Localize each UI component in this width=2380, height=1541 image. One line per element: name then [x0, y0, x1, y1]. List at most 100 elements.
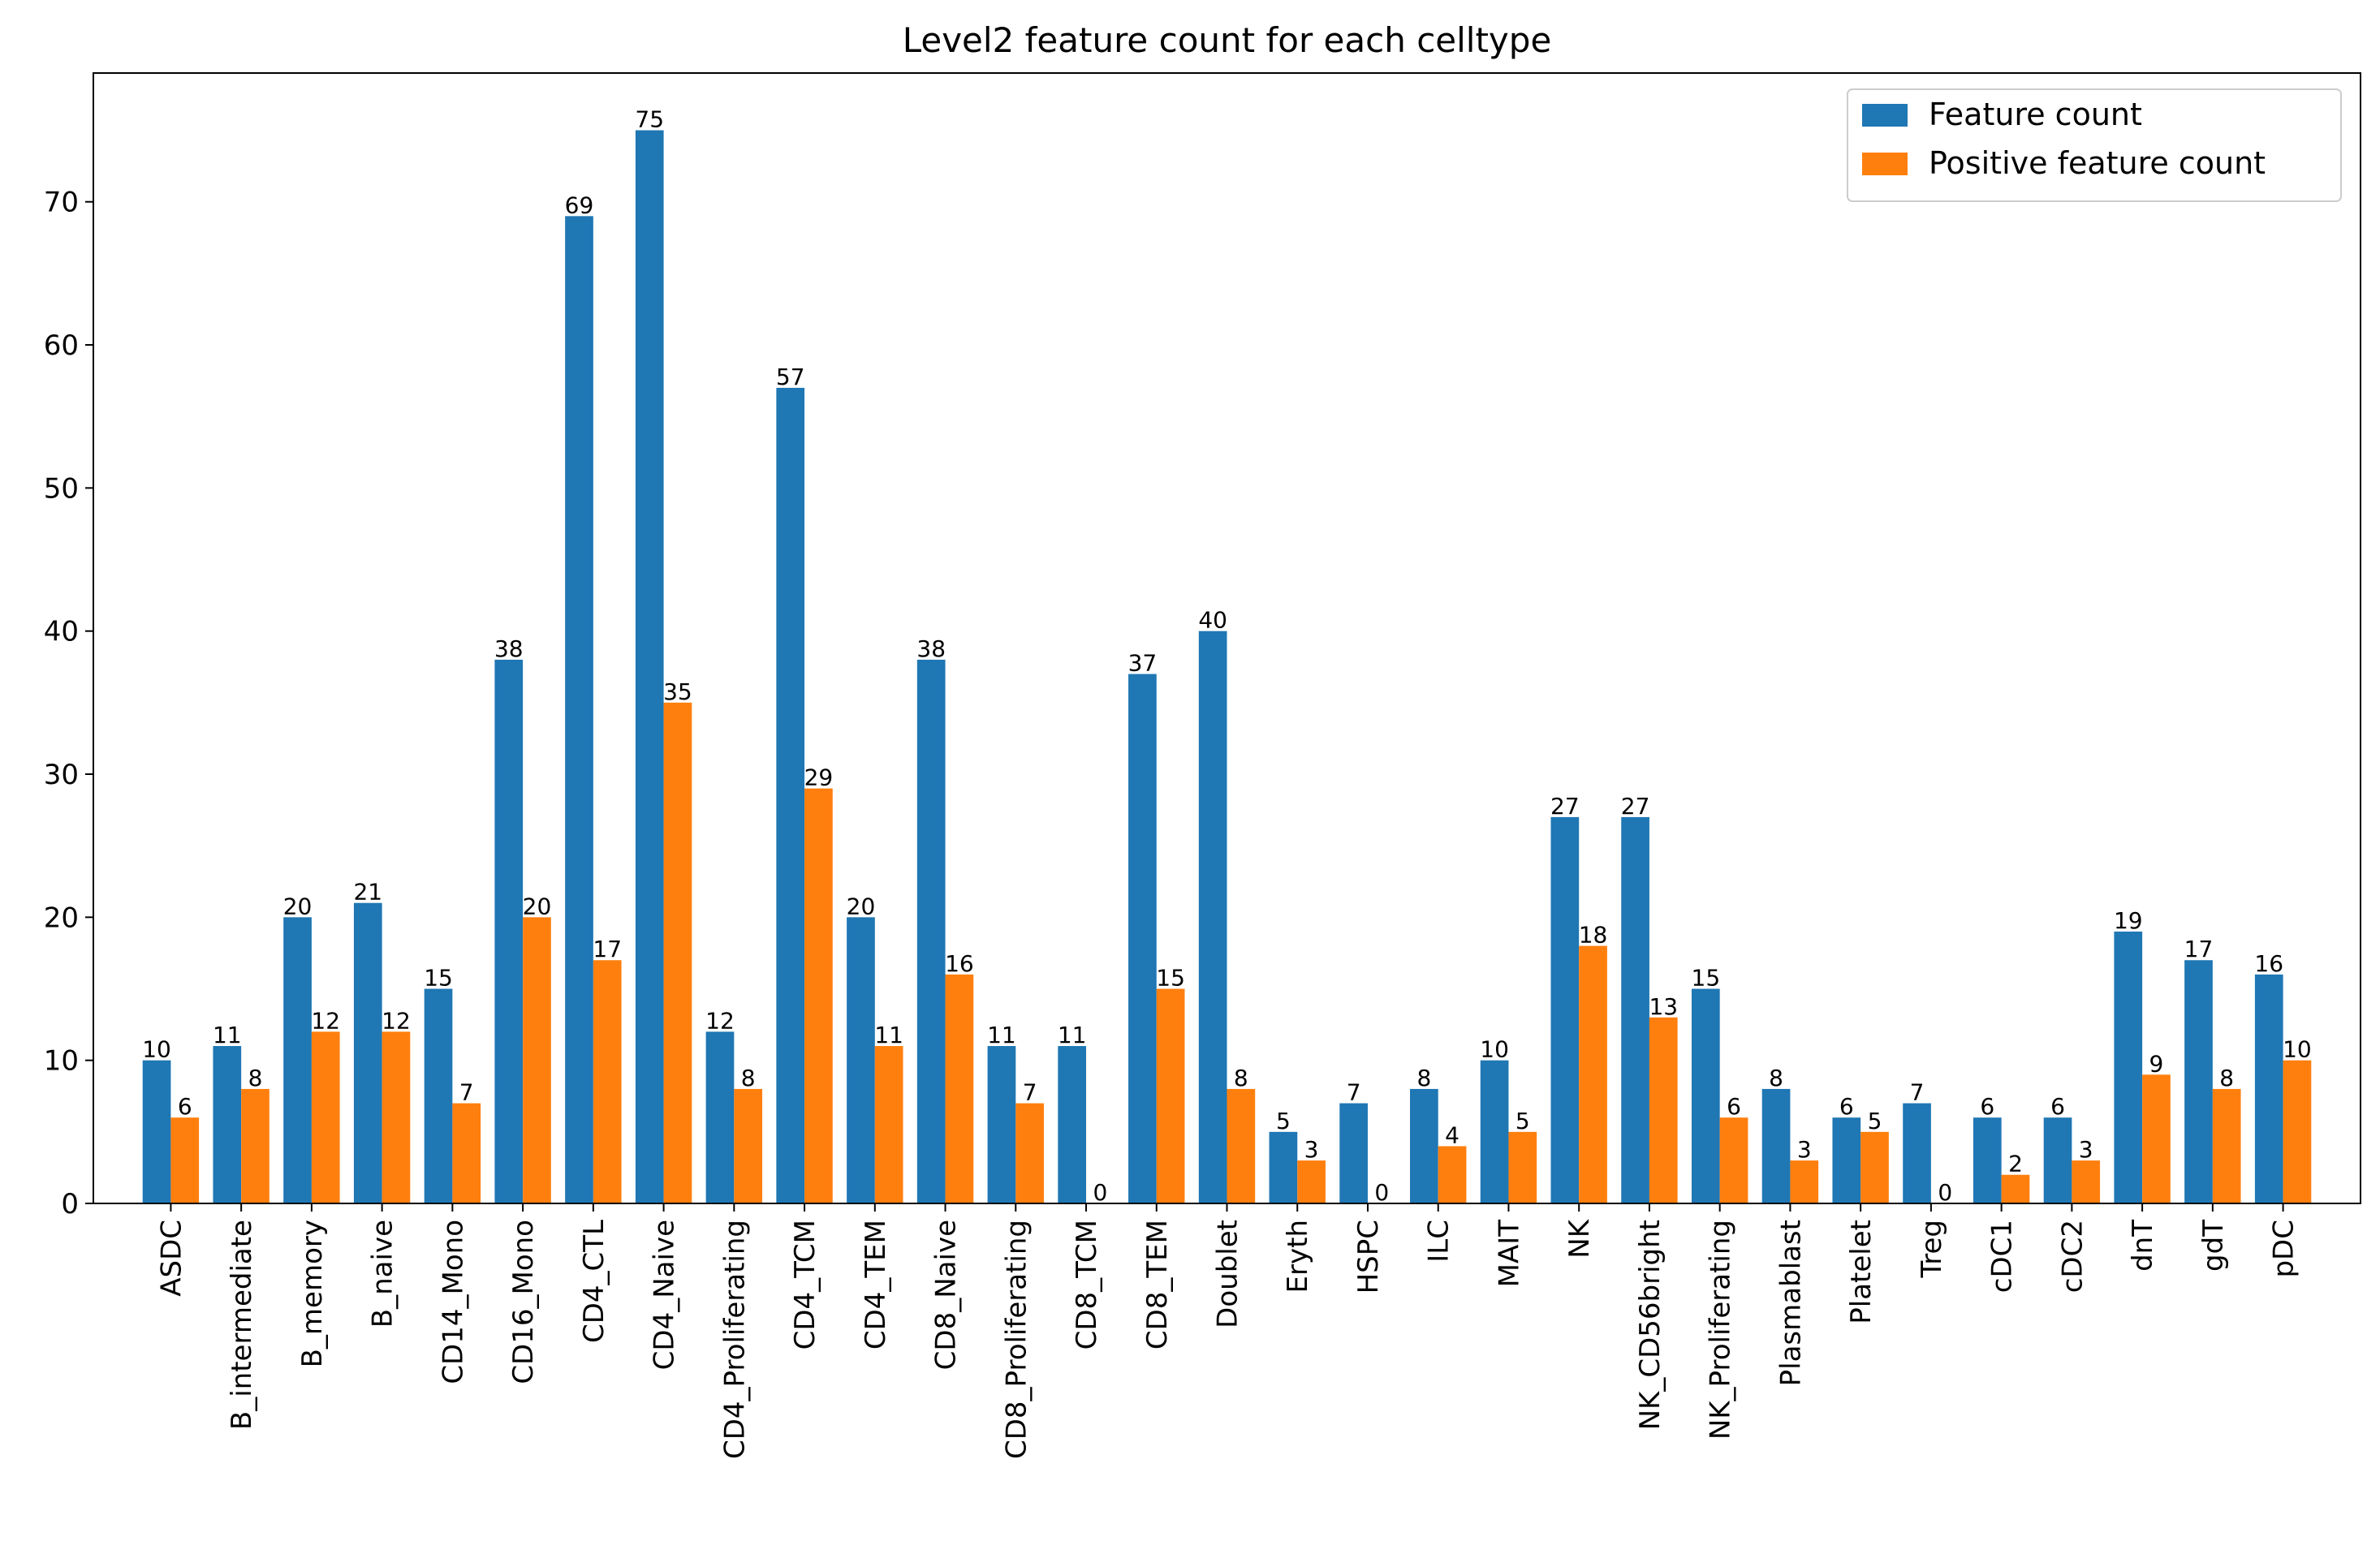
bar-feature-count-Eryth: [1269, 1131, 1298, 1203]
y-tick-label: 30: [44, 759, 79, 791]
bar-value-label: 10: [2283, 1036, 2312, 1063]
bar-positive-feature-count-CD14_Mono: [452, 1103, 481, 1203]
x-tick-label: MAIT: [1493, 1220, 1525, 1288]
bar-feature-count-pDC: [2254, 974, 2283, 1203]
bar-feature-count-Plasmablast: [1761, 1088, 1791, 1203]
y-axis: 0 10 20 30 40 50 60 70: [44, 187, 93, 1220]
x-tick-label: CD4_TCM: [789, 1220, 821, 1349]
x-tick-label: Doublet: [1212, 1220, 1244, 1328]
bar-value-label: 9: [2149, 1050, 2164, 1077]
bar-value-label: 3: [1304, 1136, 1319, 1163]
bar-value-label: 38: [916, 635, 946, 662]
bar-feature-count-CD8_TCM: [1058, 1046, 1087, 1203]
legend-label: Positive feature count: [1929, 145, 2266, 181]
bar-value-label: 15: [1692, 965, 1721, 992]
bar-value-label: 5: [1276, 1108, 1291, 1134]
bar-value-label: 11: [1058, 1022, 1087, 1048]
bar-value-label: 8: [741, 1065, 756, 1091]
bar-positive-feature-count-cDC2: [2072, 1160, 2101, 1203]
x-tick-label: CD8_Proliferating: [1000, 1220, 1033, 1459]
x-tick-label: NK_Proliferating: [1705, 1220, 1737, 1440]
bar-value-label: 20: [523, 893, 552, 919]
bar-value-label: 12: [311, 1007, 340, 1034]
bar-value-label: 29: [804, 764, 834, 791]
x-tick-label: NK: [1563, 1218, 1596, 1258]
y-tick-label: 50: [44, 472, 79, 505]
y-tick-label: 70: [44, 187, 79, 219]
bar-feature-count-CD4_Naive: [635, 130, 664, 1204]
bar-feature-count-Platelet: [1832, 1117, 1861, 1203]
bar-value-label: 18: [1579, 922, 1608, 949]
bar-value-label: 5: [1516, 1108, 1530, 1134]
bar-positive-feature-count-ILC: [1438, 1146, 1467, 1203]
bar-value-label: 19: [2114, 907, 2143, 934]
x-tick-label: Treg: [1916, 1220, 1948, 1279]
bar-value-label: 15: [1156, 965, 1185, 992]
bar-feature-count-CD8_Naive: [916, 659, 946, 1203]
bar-positive-feature-count-CD4_TEM: [874, 1046, 903, 1203]
bar-value-label: 16: [945, 950, 974, 977]
bar-positive-feature-count-B_memory: [311, 1031, 340, 1203]
bar-value-label: 20: [847, 893, 876, 919]
bar-value-label: 8: [1234, 1065, 1248, 1091]
bar-value-label: 0: [1374, 1179, 1389, 1206]
x-tick-label: B_memory: [296, 1220, 329, 1367]
bar-value-label: 6: [1727, 1093, 1741, 1120]
bar-positive-feature-count-Platelet: [1860, 1131, 1889, 1203]
bar-value-label: 0: [1093, 1179, 1107, 1206]
x-tick-label: CD8_TCM: [1071, 1220, 1103, 1349]
x-tick-label: CD4_Naive: [649, 1220, 681, 1370]
bar-feature-count-ASDC: [142, 1060, 171, 1203]
bar-feature-count-NK_CD56bright: [1621, 816, 1649, 1203]
y-tick-label: 40: [44, 616, 79, 648]
x-tick-label: CD4_Proliferating: [718, 1220, 751, 1459]
bar-value-label: 5: [1868, 1108, 1882, 1134]
bar-feature-count-MAIT: [1480, 1060, 1509, 1203]
x-tick-label: B_intermediate: [226, 1220, 258, 1430]
bar-value-label: 0: [1938, 1179, 1952, 1206]
bar-value-label: 35: [663, 678, 692, 705]
x-tick-label: NK_CD56bright: [1634, 1220, 1666, 1430]
y-tick-label: 0: [61, 1188, 79, 1220]
bar-value-label: 40: [1198, 607, 1227, 634]
bar-feature-count-CD4_CTL: [565, 216, 593, 1203]
bar-positive-feature-count-CD8_Proliferating: [1015, 1103, 1044, 1203]
bars-layer: [142, 130, 2312, 1204]
bar-value-label: 8: [248, 1065, 263, 1091]
bar-feature-count-CD8_TEM: [1128, 674, 1157, 1203]
bar-value-label: 37: [1128, 650, 1158, 677]
bar-positive-feature-count-CD8_TEM: [1156, 988, 1185, 1203]
bar-feature-count-CD4_TEM: [847, 917, 875, 1203]
x-tick-label: CD14_Mono: [437, 1220, 469, 1384]
bar-value-label: 8: [2219, 1065, 2234, 1091]
legend-label: Feature count: [1929, 97, 2142, 132]
bar-value-label: 11: [213, 1022, 242, 1048]
x-tick-label: ILC: [1423, 1220, 1455, 1263]
bar-value-label: 13: [1649, 993, 1678, 1020]
bar-positive-feature-count-dnT: [2142, 1074, 2171, 1203]
x-tick-label: cDC1: [1986, 1220, 2019, 1293]
bar-value-label: 57: [776, 364, 805, 390]
bar-positive-feature-count-CD8_Naive: [945, 974, 974, 1203]
bar-positive-feature-count-NK_CD56bright: [1649, 1017, 1678, 1203]
bar-value-label: 3: [2079, 1136, 2093, 1163]
bar-positive-feature-count-pDC: [2283, 1060, 2312, 1203]
x-tick-label: CD16_Mono: [507, 1220, 540, 1384]
bar-positive-feature-count-CD4_Proliferating: [734, 1088, 763, 1203]
legend-box: [1847, 88, 2342, 202]
bar-value-label: 12: [705, 1007, 735, 1034]
bar-feature-count-CD8_Proliferating: [987, 1046, 1016, 1203]
x-tick-label: Plasmablast: [1774, 1220, 1807, 1386]
x-tick-label: Eryth: [1282, 1220, 1314, 1293]
bar-value-label: 6: [1980, 1093, 1994, 1120]
bar-positive-feature-count-ASDC: [170, 1117, 200, 1203]
bar-value-label: 8: [1416, 1065, 1431, 1091]
x-tick-label: B_naive: [367, 1220, 399, 1328]
x-tick-label: CD4_TEM: [860, 1220, 892, 1349]
bar-positive-feature-count-NK_Proliferating: [1719, 1117, 1748, 1203]
bar-feature-count-CD4_Proliferating: [705, 1031, 735, 1203]
bar-value-label: 75: [635, 106, 664, 133]
bar-feature-count-CD4_TCM: [776, 387, 805, 1203]
